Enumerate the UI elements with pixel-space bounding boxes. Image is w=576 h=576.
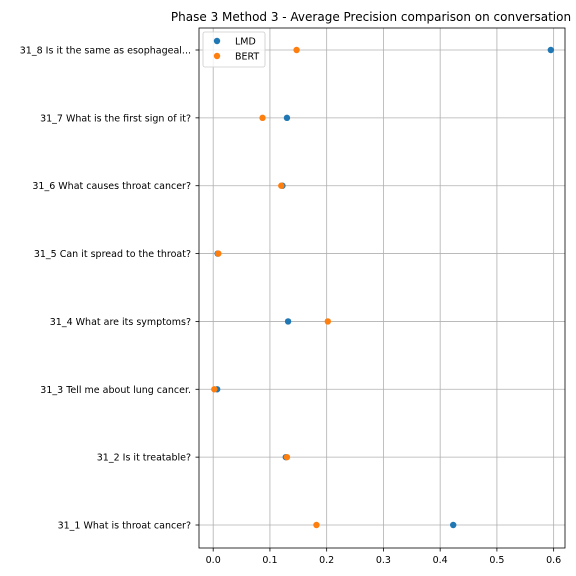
- legend-marker-bert: [213, 52, 221, 60]
- category-label: 31_7 What is the first sign of it?: [40, 113, 191, 124]
- x-tick-label: 0.2: [319, 555, 334, 566]
- legend-label-lmd: LMD: [235, 37, 256, 48]
- x-tick-label: 0.0: [206, 555, 221, 566]
- point-bert: [215, 250, 222, 257]
- data-points: [211, 46, 555, 529]
- category-label: 31_5 Can it spread to the throat?: [34, 249, 191, 260]
- x-tick-label: 0.6: [546, 555, 561, 566]
- point-bert: [313, 521, 320, 529]
- x-tick-label: 0.4: [433, 555, 448, 566]
- point-lmd: [450, 521, 457, 529]
- category-label: 31_2 Is it treatable?: [97, 453, 191, 464]
- grid-lines: [199, 28, 565, 548]
- category-label: 31_4 What are its symptoms?: [50, 317, 191, 328]
- category-label: 31_3 Tell me about lung cancer.: [40, 385, 191, 396]
- point-lmd: [284, 318, 292, 325]
- legend-marker-lmd: [213, 37, 221, 45]
- category-label: 31_6 What causes throat cancer?: [32, 181, 191, 192]
- legend-label-bert: BERT: [235, 52, 259, 63]
- point-bert: [259, 114, 266, 122]
- point-bert: [211, 386, 218, 393]
- point-bert: [283, 453, 291, 461]
- x-tick-label: 0.1: [262, 555, 277, 566]
- plot-area-frame: [198, 27, 566, 549]
- point-lmd: [283, 114, 291, 122]
- axis-ticks: 0.0 0.1 0.2 0.3 0.4 0.5 0.6 31_1 What is throat…: [20, 46, 561, 567]
- point-bert: [324, 318, 332, 325]
- legend: LMD BERT: [202, 31, 266, 68]
- category-label: 31_1 What is throat cancer?: [58, 521, 191, 532]
- x-tick-label: 0.3: [376, 555, 391, 566]
- x-tick-label: 0.5: [489, 555, 504, 566]
- category-label: 31_8 Is it the same as esophageal...: [20, 46, 191, 57]
- point-lmd: [547, 46, 555, 54]
- point-bert: [293, 46, 300, 54]
- point-bert: [278, 182, 285, 189]
- chart-title: Phase 3 Method 3 - Average Precision com…: [171, 10, 571, 24]
